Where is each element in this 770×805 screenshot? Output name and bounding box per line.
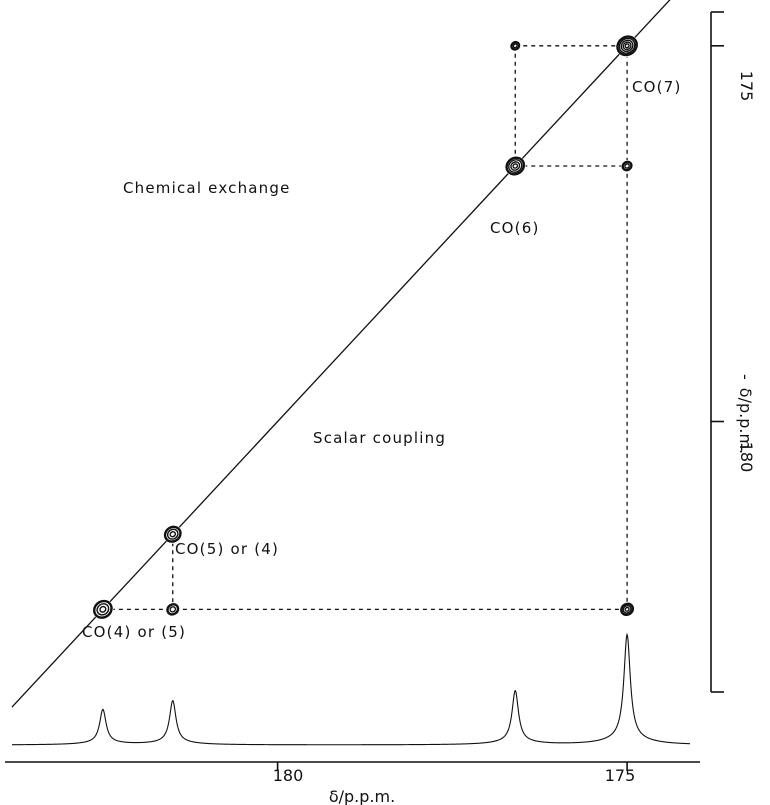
diagonal-peak-1 (504, 155, 526, 177)
contour-peaks (92, 34, 639, 620)
cross-peak-3-ring-2 (624, 606, 630, 612)
diagonal-peak-3 (92, 598, 114, 620)
cross-peak-3-ring-1 (622, 604, 632, 614)
diagonal-peak-1-ring-1 (508, 159, 523, 173)
y-axis-label-prefix: - (736, 374, 755, 380)
y-axis-label-text: δ/p.p.m. (736, 388, 755, 454)
diagonal-peak-3-ring-0 (93, 599, 113, 619)
cross-peak-2 (165, 602, 180, 617)
projected-spectrum (12, 632, 691, 746)
diagonal-peak-0-ring-3 (622, 41, 632, 51)
diagonal-peak-3-ring-2 (99, 605, 107, 613)
chemical-exchange-label: Chemical exchange (123, 179, 291, 197)
diagonal-line-group (11, 0, 671, 708)
diagonal-line (11, 0, 671, 708)
dashed-connectors (102, 45, 628, 610)
spectrum-trace (12, 632, 691, 746)
diagonal-peak-0-ring-4 (624, 43, 630, 49)
y-tick-label-175: 175 (737, 71, 756, 102)
cross-peak-0 (509, 40, 521, 52)
x-tick-label-175: 175 (605, 766, 636, 785)
peak-label-co7: CO(7) (632, 78, 682, 96)
diagonal-peak-1-ring-2 (510, 161, 521, 171)
x-axis-label: δ/p.p.m. (329, 787, 395, 805)
cross-peak-1-ring-1 (624, 163, 630, 169)
y-axis (710, 11, 724, 693)
diagonal-peak-2-ring-1 (166, 528, 179, 540)
diagonal-peak-2-ring-2 (169, 531, 177, 538)
scalar-coupling-label: Scalar coupling (313, 429, 446, 447)
diagonal-peak-0-ring-0 (616, 35, 638, 57)
diagonal-peak-0-ring-1 (618, 37, 636, 54)
y-axis-label: - δ/p.p.m. (736, 374, 755, 454)
diagonal-peak-2-ring-0 (163, 525, 182, 543)
cross-peak-3-ring-0 (620, 602, 635, 617)
cross-peak-1-ring-0 (621, 160, 633, 172)
x-axis (5, 761, 700, 771)
cross-peak-2-ring-0 (166, 603, 180, 616)
y-tick-label-180: 180 (737, 442, 756, 473)
cross-peak-0-ring-0 (510, 40, 521, 51)
peak-label-co6: CO(6) (490, 219, 540, 237)
diagonal-peak-0 (615, 34, 639, 58)
diagonal-peak-2 (163, 524, 183, 544)
peak-label-co5-or-4: CO(5) or (4) (175, 540, 279, 558)
diagonal-peak-1-ring-0 (505, 156, 526, 176)
peak-label-co4-or-5: CO(4) or (5) (82, 623, 186, 641)
diagonal-peak-3-ring-1 (96, 603, 110, 616)
cross-peak-0-ring-1 (512, 43, 518, 49)
cross-peak-1 (621, 160, 634, 173)
cross-peak-2-ring-1 (169, 606, 177, 613)
diagonal-peak-1-ring-3 (512, 163, 519, 169)
x-tick-label-180: 180 (273, 766, 304, 785)
diagonal-peak-0-ring-2 (620, 39, 634, 53)
cross-peak-3 (619, 601, 635, 617)
